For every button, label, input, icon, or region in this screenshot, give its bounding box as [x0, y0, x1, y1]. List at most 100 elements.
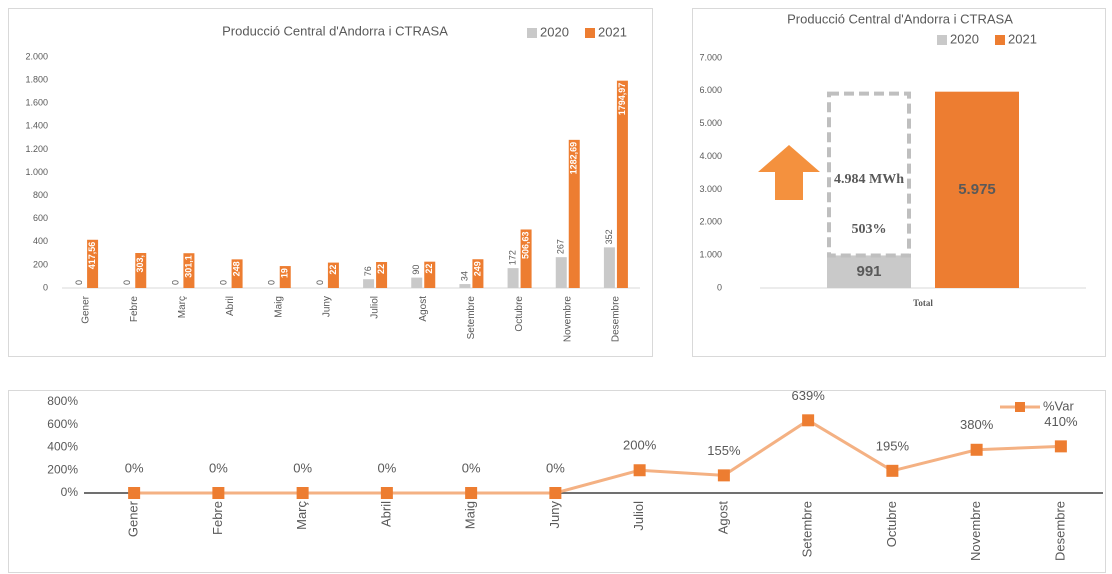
data-label: 172 [507, 250, 517, 265]
y-tick-label: 0% [61, 485, 79, 499]
bar [135, 253, 147, 288]
y-tick-label: 1.200 [25, 144, 48, 154]
x-tick-label: Octubre [514, 296, 525, 332]
data-label: 380% [960, 417, 994, 432]
y-tick-label: 400% [47, 440, 78, 454]
marker [549, 487, 562, 499]
x-tick-label: Juliol [370, 296, 381, 319]
panel [8, 390, 1106, 573]
bar [568, 139, 580, 288]
bar [616, 80, 628, 288]
data-label: 991 [856, 263, 881, 280]
data-label: 0 [74, 280, 84, 285]
data-label: 195% [876, 438, 910, 453]
data-label: 0% [377, 460, 396, 475]
x-tick-label: Desembre [611, 296, 622, 343]
y-tick-label: 2.000 [699, 217, 722, 227]
marker [1054, 440, 1067, 453]
bar [507, 268, 519, 288]
bar [87, 239, 99, 288]
x-tick-label: Febre [210, 501, 225, 535]
x-tick-label: Agost [418, 296, 429, 322]
data-label: 352 [604, 229, 614, 244]
data-label: 0 [170, 280, 180, 285]
marker [633, 464, 646, 477]
x-tick-label: Març [177, 296, 188, 318]
panel [8, 8, 653, 357]
annotation: 4.984 MWh [834, 172, 904, 187]
data-label: 0% [293, 460, 312, 475]
data-label: 0% [546, 460, 565, 475]
bar [555, 257, 567, 288]
data-label: 0 [218, 280, 228, 285]
y-tick-label: 800 [33, 190, 48, 200]
bar [935, 91, 1019, 288]
bar [459, 284, 471, 288]
legend-marker [1015, 402, 1025, 412]
data-label: 410% [1044, 414, 1078, 429]
data-label: 0% [125, 460, 144, 475]
y-tick-label: 3.000 [699, 184, 722, 194]
y-tick-label: 5.000 [699, 118, 722, 128]
bar [520, 229, 532, 288]
dashed-outline [827, 91, 911, 258]
x-tick-label: Abril [378, 501, 393, 527]
x-tick-label: Novembre [562, 296, 573, 343]
legend-swatch [995, 35, 1005, 45]
marker [380, 487, 393, 499]
x-tick-label: Setembre [466, 296, 477, 340]
y-tick-label: 1.400 [25, 121, 48, 131]
data-label: 267 [556, 239, 566, 254]
x-tick-label: Març [294, 501, 309, 530]
data-label: 19 [280, 268, 290, 278]
data-label: 22 [424, 264, 434, 274]
chart-title: Producció Central d'Andorra i CTRASA [787, 11, 1013, 26]
data-label: 76 [363, 266, 373, 276]
chart-title: Producció Central d'Andorra i CTRASA [222, 23, 448, 38]
data-label: 1282,69 [569, 142, 579, 175]
marker [802, 414, 815, 427]
line [134, 418, 1061, 495]
x-tick-label: Maig [463, 501, 478, 529]
x-tick-label: Desembre [1052, 501, 1067, 561]
up-arrow [758, 145, 820, 200]
data-label: 34 [459, 271, 469, 281]
y-tick-label: 1.000 [25, 167, 48, 177]
marker [465, 487, 478, 499]
legend-swatch [585, 28, 595, 38]
bar [472, 259, 484, 288]
data-label: 0% [462, 460, 481, 475]
data-label: 417,56 [87, 242, 97, 270]
marker [886, 464, 899, 477]
bar [411, 277, 423, 288]
y-tick-label: 1.800 [25, 74, 48, 84]
data-label: 506,63 [520, 231, 530, 259]
data-label: 303, [135, 255, 145, 273]
y-tick-label: 800% [47, 394, 78, 408]
marker [717, 469, 730, 482]
data-label: 200% [623, 438, 657, 453]
x-tick-label: Abril [225, 296, 236, 316]
legend-swatch [527, 28, 537, 38]
bar [327, 262, 339, 288]
legend-label: 2021 [598, 24, 627, 39]
x-tick-label: Total [913, 298, 933, 308]
data-label: 22 [328, 265, 338, 275]
bar [424, 261, 436, 288]
y-tick-label: 6.000 [699, 85, 722, 95]
legend-swatch [937, 35, 947, 45]
x-tick-label: Agost [715, 501, 730, 535]
data-label: 155% [707, 443, 741, 458]
legend-label: 2021 [1008, 31, 1037, 46]
data-label: 0 [315, 280, 325, 285]
x-tick-label: Maig [273, 296, 284, 318]
annotation: 503% [852, 222, 887, 237]
data-label: 639% [792, 388, 826, 403]
x-tick-label: Juny [547, 501, 562, 529]
x-tick-label: Octubre [884, 501, 899, 547]
bar [231, 259, 243, 288]
bar [363, 279, 375, 288]
data-label: 1794,97 [617, 83, 627, 116]
